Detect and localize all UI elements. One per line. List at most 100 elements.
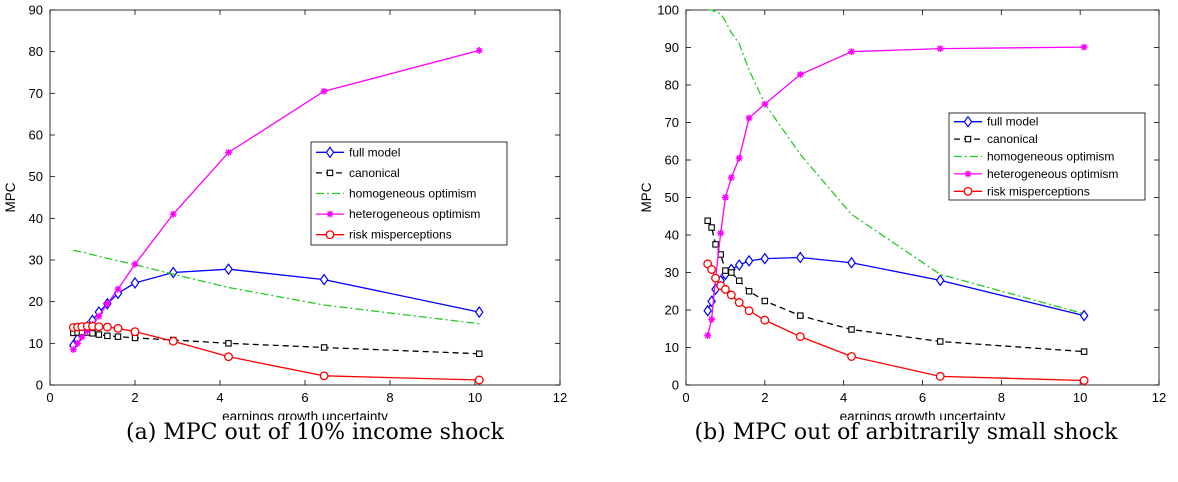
- data-point: [320, 344, 328, 351]
- data-point: [727, 174, 735, 182]
- chart-b-svg: 0 2 4 6 8 10 12 0 10 20 30 40 50 60 70 80 90 100 earnings …: [639, 3, 1166, 421]
- series-heterogeneous-optimism: [69, 47, 483, 353]
- data-point: [728, 269, 735, 276]
- data-point: [935, 371, 945, 381]
- legend-entry-heterogeneous-optimism: heterogeneous optimism: [349, 207, 480, 221]
- data-point: [84, 327, 91, 335]
- y-tick-label: 30: [29, 253, 43, 268]
- legend-b: full model canonical homogeneous optimism h…: [948, 112, 1146, 201]
- data-point: [1080, 348, 1088, 355]
- legend-swatch-marker: [325, 146, 335, 159]
- data-point: [224, 352, 233, 362]
- data-point: [936, 45, 944, 53]
- legend-swatch-marker: [963, 115, 973, 128]
- data-point: [1079, 309, 1089, 322]
- data-point: [726, 290, 736, 300]
- data-point: [169, 210, 177, 218]
- data-point: [935, 274, 945, 287]
- data-point: [102, 322, 112, 332]
- data-point: [848, 48, 855, 56]
- data-point: [95, 312, 103, 320]
- chart-a-svg: 0 2 4 6 8 10 12 0 10 20 30 40 50 60 70 80 90 earnings gro…: [3, 3, 567, 421]
- data-point: [131, 260, 139, 268]
- data-point: [319, 273, 329, 286]
- data-point: [474, 375, 484, 385]
- x-tick-label: 10: [1073, 390, 1087, 405]
- data-point: [475, 350, 483, 357]
- x-tick-label: 2: [761, 390, 768, 405]
- x-tick-label: 12: [553, 390, 567, 405]
- data-point: [130, 276, 140, 289]
- data-point: [78, 333, 86, 341]
- data-point: [320, 87, 328, 95]
- legend-entry-canonical: canonical: [987, 132, 1038, 146]
- x-tick-label: 4: [216, 390, 223, 405]
- x-tick-label: 10: [468, 390, 482, 405]
- y-tick-label: 60: [29, 128, 43, 143]
- chart-panel-b: 0 2 4 6 8 10 12 0 10 20 30 40 50 60 70 80 90 100 earnings …: [590, 0, 1178, 482]
- y-tick-label: 0: [36, 378, 43, 393]
- legend-swatch-marker: [326, 169, 334, 177]
- series-full-model: [703, 251, 1089, 322]
- data-point: [1079, 376, 1089, 385]
- data-point: [224, 263, 233, 276]
- y-tick-label: 90: [29, 3, 43, 18]
- data-point: [796, 71, 804, 78]
- legend-swatch-marker: [325, 230, 335, 240]
- legend-entry-canonical: canonical: [349, 166, 400, 180]
- y-tick-label: 70: [29, 86, 43, 101]
- data-point: [114, 333, 122, 340]
- series-risk-misperceptions: [68, 321, 484, 385]
- data-point: [722, 267, 729, 274]
- data-point: [130, 327, 140, 337]
- series-homogeneous-optimism: [73, 249, 480, 325]
- x-tick-label: 2: [131, 390, 138, 405]
- data-point: [711, 273, 721, 283]
- y-tick-label: 40: [665, 228, 679, 243]
- x-tick-label: 12: [1152, 390, 1166, 405]
- data-point: [475, 47, 483, 54]
- data-point: [760, 252, 770, 265]
- data-point: [707, 265, 717, 274]
- y-tick-label: 100: [657, 3, 679, 18]
- x-axis-label: earnings growth uncertainty: [222, 409, 388, 420]
- legend-entry-full-model: full model: [349, 145, 400, 159]
- y-tick-label: 70: [665, 115, 679, 130]
- legend-entry-heterogeneous-optimism: heterogeneous optimism: [987, 167, 1118, 181]
- caption-b: (b) MPC out of arbitrarily small shock: [694, 420, 1118, 445]
- data-point: [474, 306, 484, 319]
- data-point: [225, 340, 232, 347]
- data-point: [95, 331, 103, 338]
- y-tick-label: 0: [672, 378, 679, 393]
- legend-swatch-marker: [963, 186, 973, 196]
- data-point: [104, 332, 111, 340]
- data-point: [103, 300, 111, 308]
- y-axis-label: MPC: [639, 182, 654, 212]
- data-point: [168, 266, 178, 279]
- y-tick-label: 50: [29, 169, 43, 184]
- legend-swatch-marker: [326, 210, 334, 218]
- chart-panel-a: 0 2 4 6 8 10 12 0 10 20 30 40 50 60 70 80 90 earnings gro…: [3, 3, 567, 446]
- y-axis-label: MPC: [3, 182, 18, 212]
- y-tick-label: 40: [29, 211, 43, 226]
- data-point: [712, 241, 719, 248]
- legend-swatch-marker: [964, 135, 972, 143]
- data-point: [1080, 43, 1088, 51]
- data-point: [761, 100, 769, 108]
- data-point: [114, 285, 122, 293]
- series-line-full-model: [707, 256, 1085, 317]
- data-point: [708, 224, 715, 231]
- data-point: [735, 277, 743, 284]
- series-risk-misperceptions: [703, 259, 1089, 385]
- x-tick-label: 8: [998, 390, 1005, 405]
- x-tick-label: 0: [46, 390, 53, 405]
- legend-entry-risk-misperceptions: risk misperceptions: [987, 184, 1090, 198]
- data-point: [94, 322, 104, 332]
- y-tick-label: 10: [665, 340, 679, 355]
- x-tick-label: 0: [682, 390, 689, 405]
- legend-entry-risk-misperceptions: risk misperceptions: [349, 228, 452, 242]
- data-point: [847, 352, 856, 361]
- y-tick-label: 50: [665, 190, 679, 205]
- data-point: [69, 346, 77, 353]
- data-point: [795, 251, 805, 264]
